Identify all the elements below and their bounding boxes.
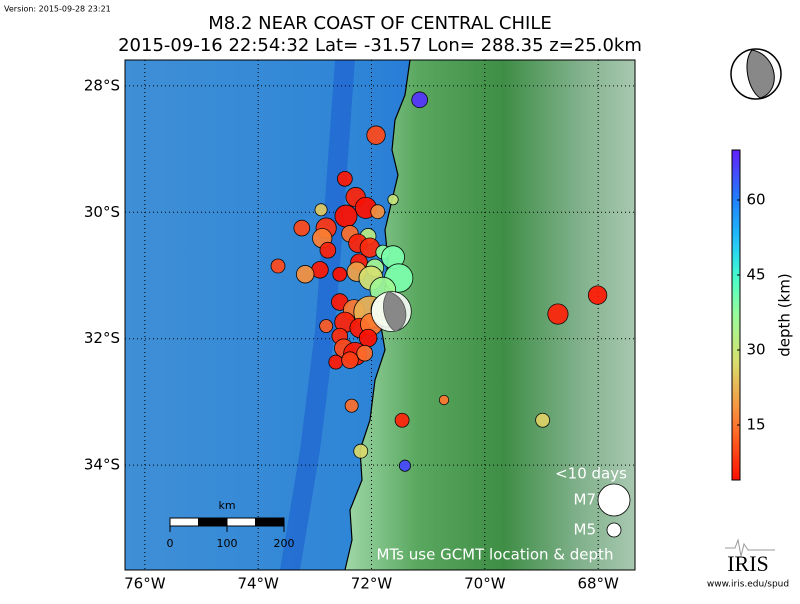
event xyxy=(332,266,348,282)
event xyxy=(319,241,337,259)
colorbar-bar xyxy=(731,149,741,481)
grid xyxy=(125,60,635,570)
trench xyxy=(280,60,355,570)
scale-tick-label: 100 xyxy=(217,537,238,550)
x-tick-label: 70°W xyxy=(464,575,506,593)
event xyxy=(535,412,551,428)
event xyxy=(341,351,359,369)
event xyxy=(344,398,359,413)
event xyxy=(366,125,386,145)
scale-tick-label: 0 xyxy=(167,537,174,550)
y-tick-label: 32°S xyxy=(84,329,120,347)
logo: IRIS www.iris.edu/spud xyxy=(707,538,789,590)
events xyxy=(270,91,608,472)
event xyxy=(411,91,428,109)
scale-segment xyxy=(255,517,285,527)
legend-label: M7 xyxy=(574,491,597,509)
scale-segment xyxy=(226,517,256,527)
scale-tick-label: 200 xyxy=(274,537,295,550)
x-tick-label: 72°W xyxy=(351,575,393,593)
event xyxy=(370,204,386,220)
y-tick-label: 28°S xyxy=(84,76,120,94)
x-tick-label: 68°W xyxy=(577,575,619,593)
map-frame xyxy=(124,59,636,571)
colorbar: 15 30 45 60 depth (km) xyxy=(731,149,794,481)
event xyxy=(296,265,315,284)
scale-segment xyxy=(198,517,228,527)
beachball-icon xyxy=(730,48,782,100)
event xyxy=(319,319,334,334)
colorbar-tick-label: 15 xyxy=(746,416,765,434)
scale-segment xyxy=(169,517,199,527)
scale-bar: km 0 100 200 xyxy=(167,499,295,550)
version: Version: 2015-09-28 23:21 xyxy=(4,5,111,14)
event xyxy=(356,344,374,362)
x-tick-label: 76°W xyxy=(124,575,166,593)
logo-name: IRIS xyxy=(727,551,769,576)
event xyxy=(334,204,358,228)
note: MTs use GCMT location & depth xyxy=(377,546,614,564)
legend: <10 days M7 M5 xyxy=(555,465,631,539)
mainshock-beachball xyxy=(383,291,407,332)
y-tick-label: 34°S xyxy=(84,456,120,474)
scale-label: km xyxy=(218,499,235,512)
event xyxy=(547,303,569,325)
colorbar-tick-label: 60 xyxy=(746,191,765,209)
event xyxy=(270,258,286,274)
chart-title: M8.2 NEAR COAST OF CENTRAL CHILE xyxy=(208,13,551,34)
event xyxy=(438,394,450,406)
event xyxy=(314,203,328,217)
event xyxy=(337,170,353,187)
land xyxy=(345,60,635,570)
y-tick-label: 30°S xyxy=(84,203,120,221)
event xyxy=(387,194,399,206)
legend-title: <10 days xyxy=(555,465,627,483)
x-tick-label: 74°W xyxy=(237,575,279,593)
legend-marker xyxy=(606,522,622,538)
colorbar-tick-label: 45 xyxy=(746,266,765,284)
legend-label: M5 xyxy=(574,521,597,539)
chart-subtitle: 2015-09-16 22:54:32 Lat= -31.57 Lon= 288… xyxy=(118,35,642,56)
event xyxy=(353,443,369,459)
colorbar-tick-label: 30 xyxy=(746,341,765,359)
logo-url: www.iris.edu/spud xyxy=(707,580,789,590)
colorbar-label: depth (km) xyxy=(776,273,794,356)
event xyxy=(587,285,608,305)
legend-marker xyxy=(597,483,631,517)
event xyxy=(398,459,411,472)
event xyxy=(328,354,344,370)
event xyxy=(293,219,311,237)
event xyxy=(394,412,410,428)
